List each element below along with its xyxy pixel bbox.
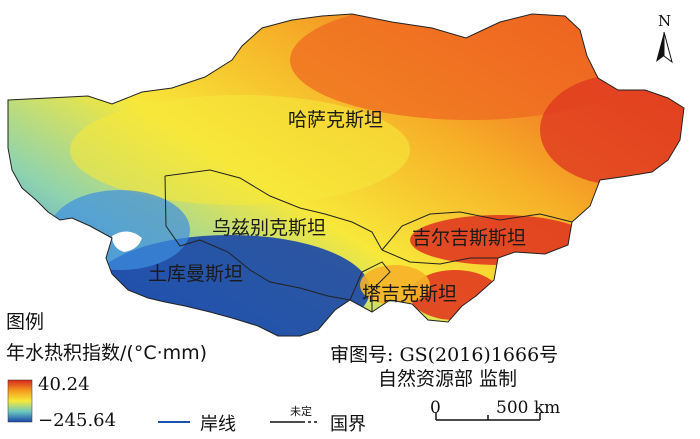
caspian-gap: [112, 231, 142, 252]
border-uzb-tjk: [349, 261, 391, 312]
border-uzb-tkm: [199, 239, 351, 301]
scale-bar: [435, 413, 541, 421]
country-label-turkmenistan: 土库曼斯坦: [148, 263, 243, 285]
country-label-kyrgyzstan: 吉尔吉斯斯坦: [412, 227, 526, 249]
map-supervisor: 自然资源部 监制: [378, 368, 518, 390]
country-label-kazakhstan: 哈萨克斯坦: [288, 109, 383, 131]
central-yellow: [70, 95, 410, 205]
coastline-label: 岸线: [200, 414, 236, 435]
border-kaz-kgz: [381, 211, 573, 251]
outer-boundary: [7, 13, 685, 337]
colorbar: [7, 379, 33, 423]
colorbar-min-label: −245.64: [38, 410, 117, 431]
high-area-east: [540, 75, 684, 185]
undetermined-label: 未定: [290, 405, 312, 418]
country-label-uzbekistan: 乌兹别克斯坦: [212, 217, 326, 239]
north-arrow-label: N: [658, 12, 671, 30]
scale-start-label: 0: [430, 398, 441, 418]
map-approval-number: 审图号: GS(2016)1666号: [330, 344, 559, 366]
high-area-north: [290, 14, 650, 120]
north-arrow: N: [656, 12, 673, 64]
colorbar-max-label: 40.24: [38, 374, 90, 395]
scale-end-label: 500 km: [496, 398, 561, 418]
border-kaz-uzb: [164, 169, 383, 251]
kyrgyz-high: [410, 215, 590, 265]
country-label-tajikistan: 塔吉克斯坦: [362, 283, 457, 305]
border-kgz-tjk: [381, 249, 498, 265]
tajik-mid: [360, 265, 430, 305]
legend-title: 图例: [6, 311, 45, 333]
border-label: 国界: [330, 414, 366, 435]
legend-index-label: 年水热积指数/(°C·mm): [6, 342, 208, 364]
country-borders: [164, 169, 573, 312]
border-uzb-west: [164, 175, 201, 247]
